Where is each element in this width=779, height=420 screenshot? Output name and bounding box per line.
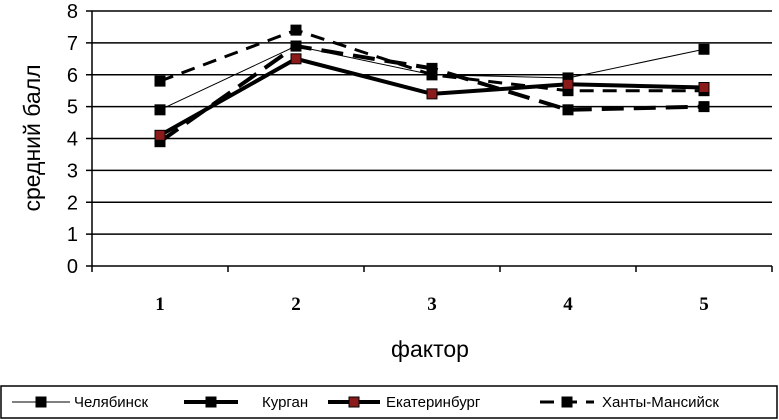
- data-point: [154, 129, 166, 141]
- grid-lines: [92, 10, 772, 235]
- x-tick-label: 1: [155, 294, 165, 315]
- data-point: [154, 75, 166, 87]
- x-tick-label: 5: [699, 294, 709, 315]
- x-tick-label: 3: [427, 294, 437, 315]
- legend: Челябинск Курган Екатеринбург Ханты-Мансийс…: [0, 385, 778, 419]
- legend-box: [0, 385, 778, 419]
- legend-label: Екатеринбург: [386, 394, 481, 411]
- legend-marker: [35, 396, 47, 408]
- data-point: [154, 104, 166, 116]
- data-point: [290, 40, 302, 52]
- data-point: [426, 88, 438, 100]
- legend-marker: [561, 396, 573, 408]
- legend-marker: [205, 396, 217, 408]
- series-line: [159, 28, 704, 93]
- data-series: [154, 24, 710, 148]
- data-point: [290, 24, 302, 36]
- y-tick-label: 7: [67, 33, 78, 55]
- y-tick-label: 2: [67, 192, 78, 214]
- data-point: [562, 104, 574, 116]
- y-tick-label: 4: [67, 129, 78, 151]
- y-tick-label: 0: [67, 256, 78, 278]
- y-axis-ticks: 0 1 2 3 4 5 6 7 8: [67, 1, 92, 278]
- y-tick-label: 8: [67, 1, 78, 23]
- y-tick-label: 5: [67, 97, 78, 119]
- y-tick-label: 1: [67, 224, 78, 246]
- legend-label: Ханты-Мансийск: [602, 394, 719, 411]
- data-point: [562, 78, 574, 90]
- x-axis-ticks: 1 2 3 4 5: [91, 266, 773, 315]
- data-point: [698, 101, 710, 113]
- data-point: [698, 43, 710, 55]
- y-axis-title: средний балл: [19, 64, 45, 211]
- legend-marker: [348, 396, 360, 408]
- y-tick-label: 3: [67, 160, 78, 182]
- axes: [91, 11, 772, 267]
- y-tick-label: 6: [67, 65, 78, 87]
- x-tick-label: 4: [563, 294, 573, 315]
- data-point: [426, 62, 438, 74]
- data-point: [698, 82, 710, 93]
- x-axis-title: фактор: [391, 336, 469, 362]
- x-tick-label: 2: [291, 294, 301, 315]
- legend-label: Челябинск: [74, 394, 148, 411]
- data-point: [290, 53, 302, 65]
- legend-label: Курган: [262, 394, 308, 411]
